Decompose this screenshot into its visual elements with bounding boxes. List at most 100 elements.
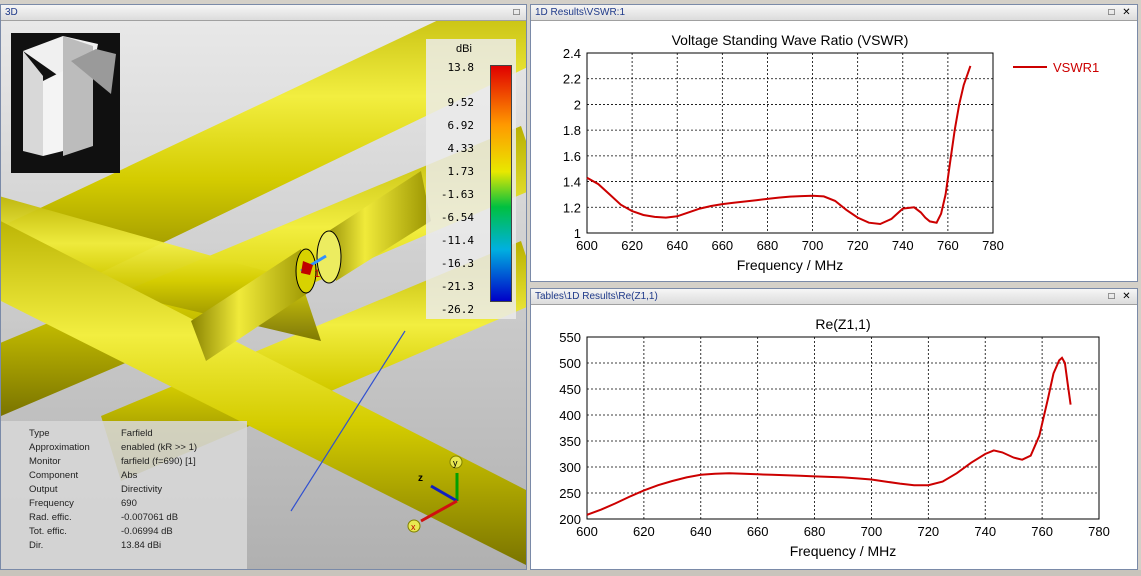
info-label: Frequency <box>29 498 74 509</box>
axes-triad <box>407 455 463 533</box>
status-bar <box>0 570 1141 576</box>
x-tick-label: 620 <box>621 238 643 253</box>
x-tick-label: 600 <box>576 524 598 539</box>
panel-vswr-close-button[interactable]: ✕ <box>1122 7 1131 18</box>
info-label: Dir. <box>29 540 44 551</box>
legend-tick: -21.3 <box>440 280 474 293</box>
x-tick-label: 760 <box>1031 524 1053 539</box>
axis-x-label: x <box>411 522 416 532</box>
info-value: Abs <box>121 470 138 481</box>
y-tick-label: 450 <box>559 382 581 397</box>
info-value: Directivity <box>121 484 163 495</box>
x-tick-label: 680 <box>757 238 779 253</box>
y-tick-label: 250 <box>559 486 581 501</box>
x-tick-label: 780 <box>1088 524 1110 539</box>
x-axis-label: Frequency / MHz <box>790 543 897 559</box>
legend-tick: -11.4 <box>440 234 474 247</box>
x-tick-label: 640 <box>666 238 688 253</box>
panel-re-z-title: Tables\1D Results\Re(Z1,1) <box>535 291 658 302</box>
y-tick-label: 1 <box>574 226 581 241</box>
legend-tick: 4.33 <box>447 142 475 155</box>
legend-tick: -16.3 <box>440 257 474 270</box>
info-label: Tot. effic. <box>29 526 67 537</box>
chart-title: Voltage Standing Wave Ratio (VSWR) <box>672 32 909 48</box>
x-tick-label: 740 <box>892 238 914 253</box>
port-label: 1 <box>314 268 320 280</box>
panel-re-z-restore-button[interactable]: □ <box>1108 291 1115 302</box>
info-value: -0.007061 dB <box>121 512 179 523</box>
legend-unit: dBi <box>456 43 472 55</box>
x-tick-label: 660 <box>747 524 769 539</box>
x-tick-label: 680 <box>804 524 826 539</box>
chart-title: Re(Z1,1) <box>815 316 870 332</box>
x-tick-label: 600 <box>576 238 598 253</box>
legend-tick: -26.2 <box>440 303 474 316</box>
x-tick-label: 700 <box>802 238 824 253</box>
panel-3d: 3D □ <box>0 4 527 570</box>
panel-vswr-restore-button[interactable]: □ <box>1108 7 1115 18</box>
info-value: -0.06994 dB <box>121 526 173 537</box>
panel-re-z-titlebar[interactable]: Tables\1D Results\Re(Z1,1) □ ✕ <box>531 289 1137 305</box>
y-tick-label: 500 <box>559 356 581 371</box>
y-tick-label: 2.4 <box>563 46 581 61</box>
info-value: Farfield <box>121 428 153 439</box>
y-tick-label: 1.6 <box>563 149 581 164</box>
vswr-chart: Voltage Standing Wave Ratio (VSWR) 600 620… <box>563 32 1099 273</box>
y-tick-label: 2.2 <box>563 72 581 87</box>
series-line <box>586 356 1072 516</box>
y-tick-label: 1.8 <box>563 123 581 138</box>
y-tick-label: 200 <box>559 512 581 527</box>
legend-tick: -6.54 <box>440 211 474 224</box>
legend-tick: 13.8 <box>447 61 475 74</box>
x-tick-label: 780 <box>982 238 1004 253</box>
panel-vswr: 1D Results\VSWR:1 □ ✕ Voltage Standing W… <box>530 4 1138 282</box>
y-tick-label: 550 <box>559 330 581 345</box>
x-tick-label: 700 <box>861 524 883 539</box>
re-z-chart: Re(Z1,1) 600 620 640 660 680 700 720 740 760 780 20… <box>559 316 1110 559</box>
x-tick-label: 720 <box>917 524 939 539</box>
color-scale-legend: dBi 13.8 9.52 6.92 4.33 1.73 -1.63 -6.54… <box>426 39 516 319</box>
info-label: Component <box>29 470 79 481</box>
legend-tick: -1.63 <box>440 188 474 201</box>
color-scale-bar <box>490 65 512 302</box>
y-tick-label: 1.4 <box>563 175 581 190</box>
y-tick-label: 300 <box>559 460 581 475</box>
x-tick-label: 740 <box>974 524 996 539</box>
x-tick-label: 760 <box>937 238 959 253</box>
legend-tick: 1.73 <box>447 165 475 178</box>
panel-re-z: Tables\1D Results\Re(Z1,1) □ ✕ Re(Z1,1) 6… <box>530 288 1138 570</box>
panel-vswr-titlebar[interactable]: 1D Results\VSWR:1 □ ✕ <box>531 5 1137 21</box>
series-line <box>586 65 972 226</box>
y-tick-label: 400 <box>559 408 581 423</box>
x-tick-label: 660 <box>711 238 733 253</box>
info-label: Monitor <box>29 456 61 467</box>
y-tick-label: 350 <box>559 434 581 449</box>
info-label: Type <box>29 428 50 439</box>
info-value: farfield (f=690) [1] <box>121 456 196 467</box>
x-tick-label: 620 <box>633 524 655 539</box>
x-tick-label: 720 <box>847 238 869 253</box>
tube-lower <box>1 221 526 565</box>
plot-area <box>586 52 994 234</box>
info-label: Rad. effic. <box>29 512 72 523</box>
legend-label: VSWR1 <box>1053 60 1099 75</box>
panel-re-z-close-button[interactable]: ✕ <box>1122 291 1131 302</box>
viewport-3d[interactable]: 1 y z x <box>1 21 526 569</box>
legend-tick: 6.92 <box>447 119 475 132</box>
x-tick-label: 640 <box>690 524 712 539</box>
axis-y-label: y <box>453 458 458 468</box>
thumbnail-preview <box>11 33 120 173</box>
y-tick-label: 2 <box>574 97 581 112</box>
info-value: 13.84 dBi <box>121 540 162 551</box>
legend-tick: 9.52 <box>447 96 475 109</box>
info-label: Approximation <box>29 442 90 453</box>
panel-vswr-title: 1D Results\VSWR:1 <box>535 7 626 18</box>
panel-3d-titlebar[interactable]: 3D □ <box>1 5 526 21</box>
tube-feed-right <box>316 171 431 284</box>
panel-3d-restore-button[interactable]: □ <box>513 7 520 18</box>
info-value: 690 <box>121 498 137 509</box>
info-value: enabled (kR >> 1) <box>121 442 198 453</box>
plot-area <box>586 336 1100 520</box>
x-axis-label: Frequency / MHz <box>737 257 844 273</box>
panel-3d-title: 3D <box>5 7 18 18</box>
